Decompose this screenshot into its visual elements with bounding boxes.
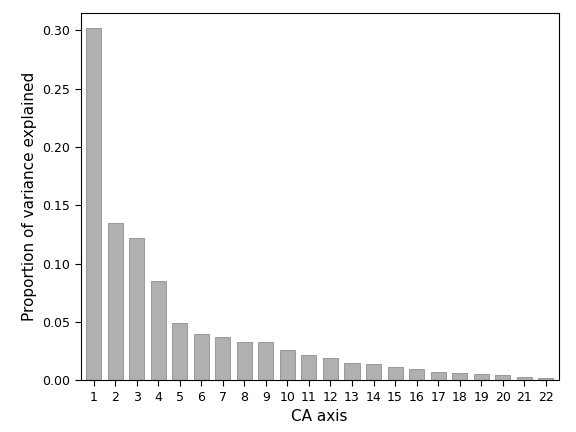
- Bar: [366, 364, 381, 380]
- Bar: [473, 375, 488, 380]
- Bar: [151, 281, 166, 380]
- Y-axis label: Proportion of variance explained: Proportion of variance explained: [22, 72, 37, 321]
- Bar: [431, 372, 446, 380]
- Bar: [538, 378, 554, 380]
- Bar: [280, 350, 295, 380]
- Bar: [194, 334, 209, 380]
- Bar: [301, 355, 316, 380]
- Bar: [495, 375, 510, 380]
- Bar: [409, 368, 424, 380]
- Bar: [172, 323, 187, 380]
- Bar: [215, 337, 230, 380]
- Bar: [452, 373, 467, 380]
- Bar: [517, 377, 532, 380]
- Bar: [129, 238, 144, 380]
- Bar: [258, 342, 274, 380]
- Bar: [323, 358, 338, 380]
- Bar: [108, 223, 123, 380]
- Bar: [344, 363, 359, 380]
- Bar: [86, 28, 101, 380]
- X-axis label: CA axis: CA axis: [291, 409, 348, 424]
- Bar: [237, 342, 252, 380]
- Bar: [388, 367, 403, 380]
